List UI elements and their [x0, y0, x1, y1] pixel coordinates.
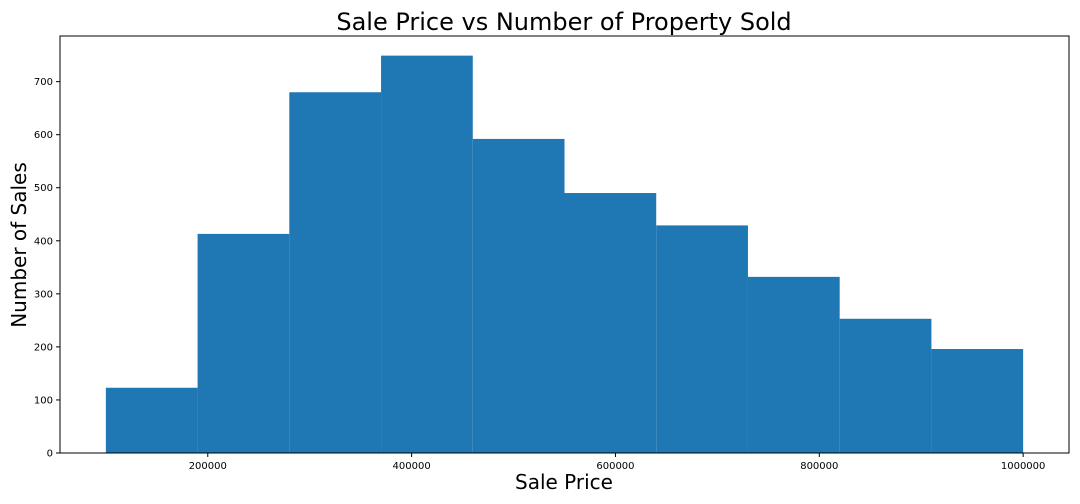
- y-tick-label: 500: [34, 183, 53, 194]
- x-tick-label: 600000: [596, 461, 634, 472]
- histogram-bar: [381, 55, 473, 454]
- histogram-bar: [564, 193, 657, 454]
- x-tick-label: 400000: [393, 461, 431, 472]
- plot-frame: [59, 35, 1070, 454]
- histogram-bar: [472, 138, 565, 454]
- y-tick-label: 700: [34, 77, 53, 88]
- histogram-bar: [747, 276, 840, 453]
- histogram-bar: [839, 318, 932, 453]
- x-axis-label: Sale Price: [515, 470, 613, 494]
- histogram-bar: [105, 387, 198, 453]
- histogram-bar: [197, 233, 290, 453]
- x-tick-label: 1000000: [1001, 461, 1046, 472]
- axes-group: 200000 400000 600000 800000 1000000 0 100 200 30…: [34, 35, 1070, 472]
- histogram-bar: [931, 349, 1024, 453]
- y-tick-label: 200: [34, 342, 53, 353]
- y-tick-label: 300: [34, 289, 53, 300]
- histogram-bar: [656, 225, 748, 453]
- chart-title: Sale Price vs Number of Property Sold: [336, 8, 791, 36]
- y-tick-label: 400: [34, 236, 53, 247]
- histogram-bar: [289, 92, 382, 454]
- x-tick-label: 800000: [800, 461, 838, 472]
- y-tick-label: 600: [34, 130, 53, 141]
- bars-group: [105, 55, 1024, 454]
- y-tick-label: 0: [47, 449, 53, 460]
- y-axis-label: Number of Sales: [7, 162, 31, 328]
- x-tick-label: 200000: [189, 461, 227, 472]
- y-tick-label: 100: [34, 395, 53, 406]
